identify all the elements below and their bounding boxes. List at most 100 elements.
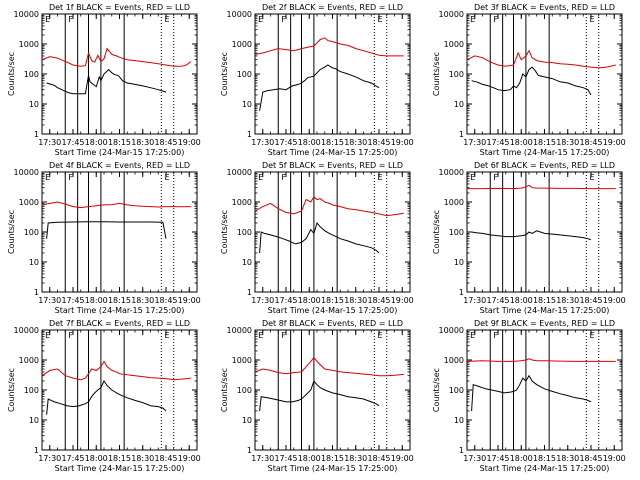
region-label: E bbox=[377, 173, 382, 182]
lld-series-line bbox=[41, 47, 192, 67]
x-tick-label: 17:30 bbox=[251, 138, 274, 147]
region-label: E bbox=[377, 331, 382, 340]
region-label: F bbox=[68, 173, 73, 182]
events-series-line bbox=[259, 221, 380, 254]
chart-panel-6: Det 6f BLACK = Events, RED = LLD 1 10 100 10… bbox=[432, 161, 626, 315]
lld-series-line bbox=[254, 356, 404, 377]
chart-title: Det 3f BLACK = Events, RED = LLD bbox=[474, 3, 615, 12]
x-tick-label: 18:45 bbox=[579, 296, 602, 305]
y-tick-label: 10 bbox=[454, 100, 464, 109]
x-tick-label: 18:45 bbox=[367, 454, 390, 463]
x-tick-label: 18:00 bbox=[298, 138, 321, 147]
x-tick-label: 17:30 bbox=[38, 138, 61, 147]
y-tick-label: 10 bbox=[242, 416, 252, 425]
chart-title: Det 9f BLACK = Events, RED = LLD bbox=[474, 319, 615, 328]
region-label: E bbox=[164, 331, 169, 340]
x-tick-label: 18:15 bbox=[533, 454, 556, 463]
x-tick-label: 18:30 bbox=[344, 296, 367, 305]
x-tick-label: 17:30 bbox=[463, 296, 486, 305]
x-tick-label: 18:00 bbox=[510, 138, 533, 147]
x-tick-label: 18:30 bbox=[556, 454, 579, 463]
x-tick-label: 18:00 bbox=[85, 296, 108, 305]
y-axis-label: Counts/sec bbox=[432, 52, 441, 96]
y-tick-label: 100 bbox=[24, 70, 39, 79]
region-label: E bbox=[589, 173, 594, 182]
x-tick-label: 18:15 bbox=[321, 296, 344, 305]
y-tick-label: 1000 bbox=[232, 40, 252, 49]
x-axis-label: Start Time (24-Mar-15 17:25:00) bbox=[268, 148, 398, 157]
x-tick-label: 18:30 bbox=[556, 138, 579, 147]
region-label: F bbox=[68, 331, 73, 340]
region-label: E bbox=[258, 331, 263, 340]
x-tick-label: 18:45 bbox=[579, 454, 602, 463]
y-tick-label: 100 bbox=[24, 228, 39, 237]
y-tick-label: 100 bbox=[237, 386, 252, 395]
region-label: E bbox=[45, 15, 50, 24]
chart-panel-4: Det 4f BLACK = Events, RED = LLD 1 10 100 10… bbox=[7, 161, 201, 315]
y-tick-label: 10000 bbox=[14, 10, 39, 19]
y-axis-label: Counts/sec bbox=[220, 368, 229, 412]
region-label: E bbox=[470, 15, 475, 24]
x-tick-label: 18:00 bbox=[510, 454, 533, 463]
y-tick-label: 1 bbox=[247, 130, 252, 139]
x-tick-label: 17:45 bbox=[274, 454, 297, 463]
region-label: E bbox=[45, 331, 50, 340]
x-tick-label: 18:00 bbox=[85, 138, 108, 147]
region-label: E bbox=[377, 15, 382, 24]
x-tick-label: 18:30 bbox=[344, 454, 367, 463]
y-tick-label: 10 bbox=[29, 416, 39, 425]
region-label: E bbox=[589, 15, 594, 24]
lld-series-line bbox=[254, 195, 404, 217]
y-tick-label: 1 bbox=[247, 288, 252, 297]
x-tick-label: 18:15 bbox=[108, 138, 131, 147]
x-tick-label: 18:30 bbox=[131, 454, 154, 463]
y-tick-label: 1 bbox=[34, 130, 39, 139]
x-tick-label: 17:30 bbox=[251, 454, 274, 463]
x-axis-label: Start Time (24-Mar-15 17:25:00) bbox=[268, 306, 398, 315]
y-tick-label: 1 bbox=[247, 446, 252, 455]
region-label: F bbox=[493, 173, 498, 182]
region-label: E bbox=[258, 15, 263, 24]
y-axis-label: Counts/sec bbox=[7, 368, 16, 412]
y-tick-label: 1 bbox=[459, 288, 464, 297]
x-axis-label: Start Time (24-Mar-15 17:25:00) bbox=[480, 148, 610, 157]
x-tick-label: 18:15 bbox=[108, 296, 131, 305]
x-tick-label: 18:15 bbox=[533, 138, 556, 147]
events-series-line bbox=[46, 68, 167, 95]
region-label: F bbox=[281, 173, 286, 182]
y-tick-label: 1 bbox=[459, 446, 464, 455]
x-tick-label: 17:30 bbox=[463, 138, 486, 147]
y-tick-label: 1000 bbox=[19, 356, 39, 365]
region-label: E bbox=[164, 173, 169, 182]
y-tick-label: 1000 bbox=[444, 198, 464, 207]
x-tick-label: 19:00 bbox=[603, 138, 626, 147]
region-label: E bbox=[164, 15, 169, 24]
x-tick-label: 17:30 bbox=[38, 454, 61, 463]
y-tick-label: 10 bbox=[242, 100, 252, 109]
lld-series-line bbox=[466, 358, 616, 362]
x-axis-label: Start Time (24-Mar-15 17:25:00) bbox=[268, 464, 398, 473]
region-label: E bbox=[470, 331, 475, 340]
events-series-line bbox=[471, 66, 592, 96]
y-tick-label: 100 bbox=[237, 70, 252, 79]
y-tick-label: 1000 bbox=[19, 198, 39, 207]
y-tick-label: 100 bbox=[449, 70, 464, 79]
x-tick-label: 18:45 bbox=[154, 138, 177, 147]
x-axis-label: Start Time (24-Mar-15 17:25:00) bbox=[55, 306, 185, 315]
lld-series-line bbox=[41, 201, 191, 209]
chart-panel-8: Det 8f BLACK = Events, RED = LLD 1 10 100 10… bbox=[220, 319, 414, 473]
chart-panel-1: Det 1f BLACK = Events, RED = LLD 1 10 100 10… bbox=[7, 3, 201, 157]
y-axis-label: Counts/sec bbox=[220, 52, 229, 96]
region-label: F bbox=[281, 331, 286, 340]
x-tick-label: 17:30 bbox=[251, 296, 274, 305]
chart-title: Det 6f BLACK = Events, RED = LLD bbox=[474, 161, 615, 170]
y-tick-label: 1000 bbox=[232, 198, 252, 207]
region-label: F bbox=[493, 15, 498, 24]
events-series-line bbox=[259, 64, 380, 111]
chart-title: Det 7f BLACK = Events, RED = LLD bbox=[49, 319, 190, 328]
x-tick-label: 19:00 bbox=[391, 296, 414, 305]
chart-panel-7: Det 7f BLACK = Events, RED = LLD 1 10 100 10… bbox=[7, 319, 201, 473]
x-axis-label: Start Time (24-Mar-15 17:25:00) bbox=[480, 464, 610, 473]
y-tick-label: 1000 bbox=[444, 40, 464, 49]
